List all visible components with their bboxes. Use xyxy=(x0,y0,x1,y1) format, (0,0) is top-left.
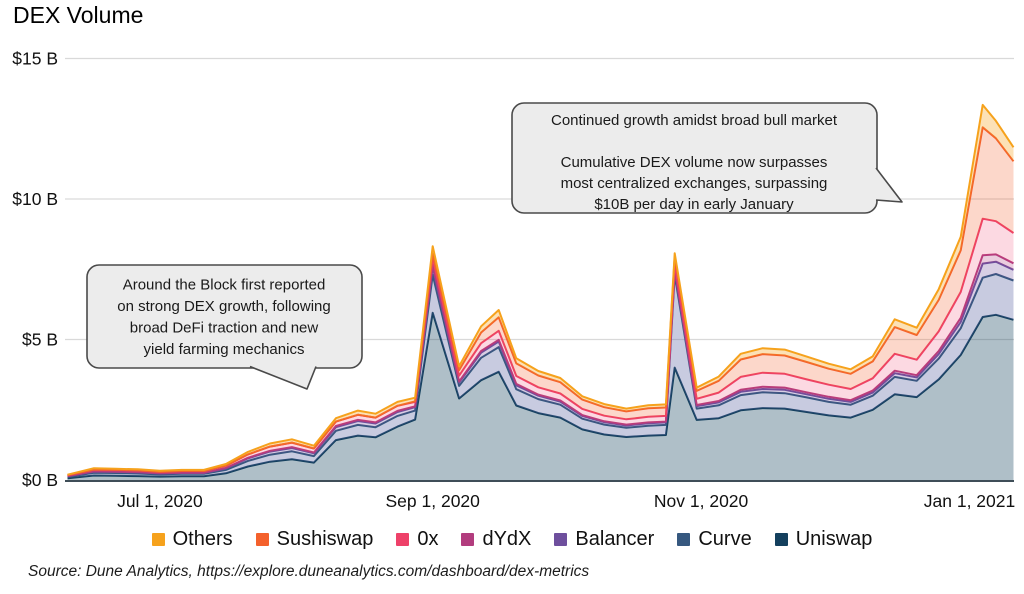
legend-label: 0x xyxy=(417,528,439,550)
annotation-callout-early-defi-growth: Around the Block first reported on strong… xyxy=(86,264,363,390)
legend-item-curve: Curve xyxy=(677,528,752,551)
line-sushiswap xyxy=(67,126,1015,477)
y-tick-label: $15 B xyxy=(12,49,58,69)
legend-item-0x: 0x xyxy=(396,528,438,551)
area-uniswap xyxy=(67,312,1014,480)
legend-item-others: Others xyxy=(151,528,233,551)
annotation-callout-bull-market-growth: Continued growth amidst broad bull marke… xyxy=(511,102,903,214)
line-dydx xyxy=(67,253,1014,478)
legend-label: Curve xyxy=(698,528,752,550)
y-tick-label: $10 B xyxy=(12,189,58,209)
annotation-text: Around the Block first reported on strong… xyxy=(117,277,330,359)
x-tick-label: Nov 1, 2020 xyxy=(654,491,749,511)
legend-swatch-0x xyxy=(396,533,410,546)
legend-swatch-others xyxy=(151,533,165,546)
legend-label: Balancer xyxy=(575,528,655,550)
legend-swatch-sushiswap xyxy=(255,533,269,546)
annotation-box xyxy=(86,264,363,369)
legend-item-uniswap: Uniswap xyxy=(774,528,873,551)
legend-item-balancer: Balancer xyxy=(554,528,654,551)
line-curve xyxy=(67,273,1014,478)
x-tick-label: Jul 1, 2020 xyxy=(117,491,203,511)
annotation-tail xyxy=(249,365,317,390)
y-tick-label: $5 B xyxy=(22,330,58,350)
legend-label: Uniswap xyxy=(795,528,873,550)
line-others xyxy=(67,103,1015,476)
legend-swatch-uniswap xyxy=(774,533,788,546)
legend: Others Sushiswap 0x dYdX Balancer Curve Uniswa… xyxy=(0,528,1024,551)
legend-swatch-curve xyxy=(677,533,691,546)
annotation-box xyxy=(511,102,878,214)
line-uniswap xyxy=(67,311,1014,480)
annotation-tail xyxy=(875,167,903,203)
legend-label: Sushiswap xyxy=(276,528,374,550)
source-text: Source: Dune Analytics, https://explore.… xyxy=(28,563,590,580)
legend-swatch-balancer xyxy=(554,533,568,546)
legend-swatch-dydx xyxy=(461,533,475,546)
x-tick-label: Sep 1, 2020 xyxy=(386,491,481,511)
annotation-text: Continued growth amidst broad bull marke… xyxy=(551,112,838,213)
legend-label: Others xyxy=(172,528,233,550)
legend-item-sushiswap: Sushiswap xyxy=(255,528,374,551)
x-tick-label: Jan 1, 2021 xyxy=(924,491,1015,511)
legend-label: dYdX xyxy=(482,528,532,550)
legend-item-dydx: dYdX xyxy=(461,528,531,551)
chart-title: DEX Volume xyxy=(13,2,144,28)
y-tick-label: $0 B xyxy=(22,470,58,490)
